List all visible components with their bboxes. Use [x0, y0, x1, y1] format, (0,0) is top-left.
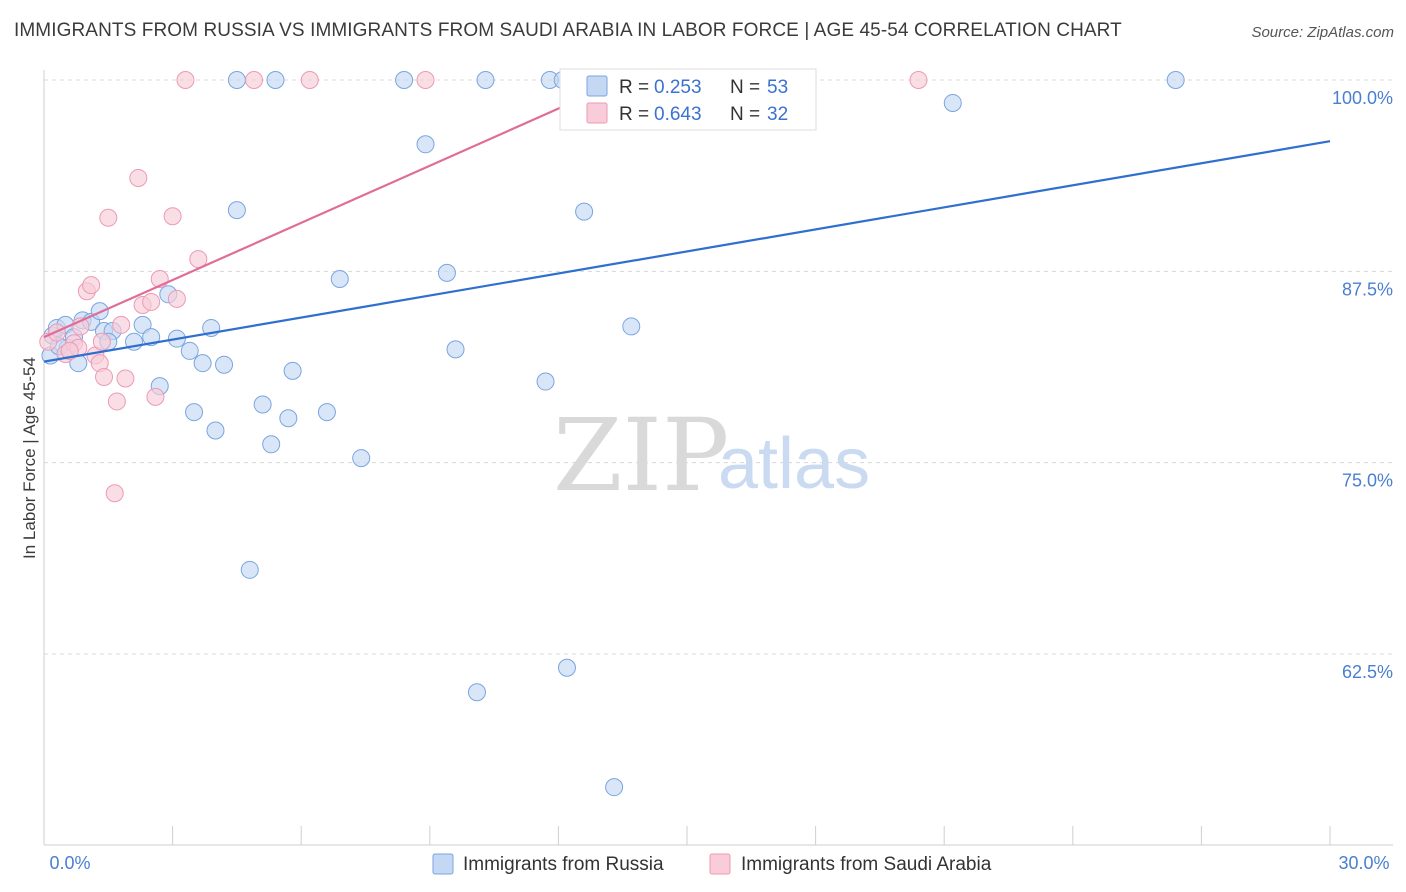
saudi-point — [60, 341, 79, 360]
saudi-point — [300, 71, 319, 89]
source-credit: Source: ZipAtlas.com — [1251, 24, 1394, 41]
saudi-point — [116, 369, 135, 388]
stats-saudi-r-value: 0.643 — [654, 104, 702, 125]
stats-russia-swatch — [586, 75, 608, 97]
saudi-point — [99, 208, 118, 227]
stats-saudi-r-label: R = — [619, 104, 649, 125]
y-tick-label: 87.5% — [1342, 279, 1393, 299]
russia-point — [395, 71, 414, 89]
stats-russia-r-label: R = — [619, 77, 649, 98]
russia-point — [253, 395, 272, 414]
legend: Immigrants from Russia Immigrants from S… — [432, 853, 992, 875]
russia-point — [90, 302, 109, 321]
russia-point — [215, 355, 234, 374]
russia-trend-line — [43, 140, 1331, 363]
russia-point — [180, 341, 199, 360]
saudi-point — [167, 289, 186, 308]
russia-point — [227, 201, 246, 220]
russia-point — [416, 135, 435, 154]
saudi-point — [176, 71, 195, 89]
saudi-trend-line — [43, 78, 624, 339]
russia-point — [557, 658, 576, 677]
watermark: ZIP atlas — [553, 397, 870, 514]
saudi-point — [107, 392, 126, 411]
russia-point — [467, 683, 486, 702]
russia-point — [330, 269, 349, 288]
russia-point — [575, 202, 594, 221]
russia-point — [279, 409, 298, 428]
stats-russia-n-label: N = — [730, 77, 760, 98]
y-tick-label: 75.0% — [1342, 471, 1393, 491]
russia-point — [437, 263, 456, 282]
russia-point — [283, 361, 302, 380]
russia-point — [206, 421, 225, 440]
y-tick-label: 62.5% — [1342, 662, 1393, 682]
russia-point — [476, 71, 495, 89]
russia-point — [185, 403, 204, 422]
stats-russia-n-value: 53 — [767, 77, 788, 98]
axes-layer — [43, 70, 1393, 846]
stats-saudi-swatch — [586, 102, 608, 124]
stats-saudi-n-value: 32 — [767, 104, 788, 125]
saudi-points — [39, 71, 928, 503]
saudi-point — [105, 484, 124, 503]
russia-point — [227, 71, 246, 89]
saudi-point — [416, 71, 435, 89]
saudi-point — [245, 71, 264, 89]
trend-lines — [43, 78, 1331, 363]
saudi-point — [146, 387, 165, 406]
russia-point — [133, 315, 152, 334]
russia-point — [352, 449, 371, 468]
russia-point — [142, 328, 161, 347]
russia-point — [240, 560, 259, 579]
russia-point — [943, 93, 962, 112]
stats-box: R = 0.253 N = 53 R = 0.643 N = 32 — [559, 68, 817, 131]
saudi-point — [163, 207, 182, 226]
russia-point — [262, 435, 281, 454]
russia-point — [317, 403, 336, 422]
y-axis-label: In Labor Force | Age 45-54 — [20, 357, 39, 559]
saudi-point — [142, 292, 161, 311]
legend-russia-swatch — [432, 853, 454, 875]
legend-saudi-swatch — [709, 853, 731, 875]
y-tick-labels: 62.5% 75.0% 87.5% 100.0% — [1332, 88, 1393, 682]
saudi-point — [909, 71, 928, 89]
chart-title: IMMIGRANTS FROM RUSSIA VS IMMIGRANTS FRO… — [14, 20, 1122, 41]
x-tick-label-min: 0.0% — [49, 853, 90, 873]
russia-point — [622, 317, 641, 336]
russia-point — [1166, 71, 1185, 89]
saudi-point — [95, 367, 114, 386]
saudi-point — [82, 276, 101, 295]
russia-point — [266, 71, 285, 89]
x-tick-label-max: 30.0% — [1338, 853, 1389, 873]
watermark-atlas: atlas — [718, 424, 870, 504]
saudi-point — [112, 315, 131, 334]
saudi-point — [92, 332, 111, 351]
stats-saudi-n-label: N = — [730, 104, 760, 125]
russia-point — [605, 778, 624, 797]
saudi-point — [129, 168, 148, 187]
russia-point — [446, 340, 465, 359]
stats-russia-r-value: 0.253 — [654, 77, 702, 98]
russia-point — [536, 372, 555, 391]
russia-point — [193, 354, 212, 373]
y-tick-label: 100.0% — [1332, 88, 1393, 108]
watermark-zip: ZIP — [553, 397, 729, 514]
legend-russia-label: Immigrants from Russia — [463, 854, 664, 875]
legend-saudi-label: Immigrants from Saudi Arabia — [741, 854, 992, 875]
